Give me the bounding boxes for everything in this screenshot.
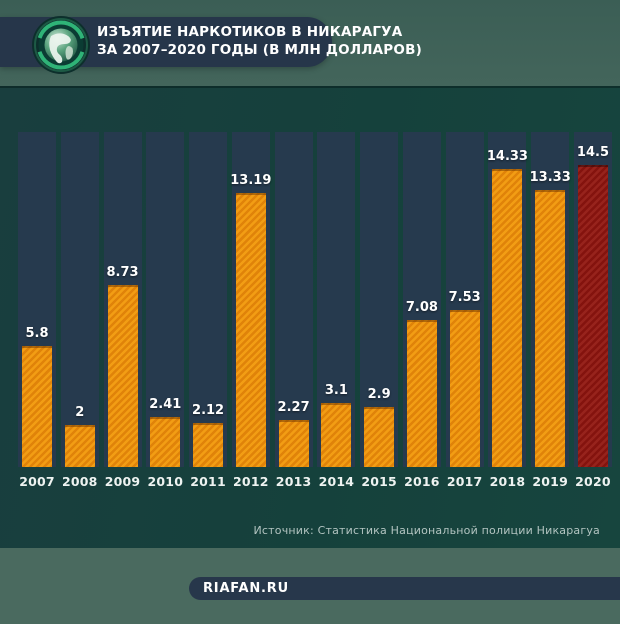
bar-2007 bbox=[22, 346, 52, 467]
x-axis-label: 2014 bbox=[318, 474, 355, 489]
bar-column-2019: 13.33 2019 bbox=[529, 132, 571, 489]
x-axis-label: 2020 bbox=[575, 474, 611, 489]
bar-column-2018: 14.33 2018 bbox=[486, 132, 528, 489]
x-axis-label: 2013 bbox=[275, 474, 312, 489]
bar-value-label: 8.73 bbox=[106, 265, 139, 281]
x-axis-label: 2012 bbox=[233, 474, 269, 489]
bar-value-label: 14.33 bbox=[486, 148, 528, 164]
bar-column-2013: 2.27 2013 bbox=[274, 132, 313, 489]
bar-column-2020: 14.5 2020 bbox=[573, 132, 612, 489]
bar-column-2007: 5.8 2007 bbox=[18, 132, 56, 489]
bar-column-2012: 13.19 2012 bbox=[230, 132, 272, 489]
page-title-line1: ИЗЪЯТИЕ НАРКОТИКОВ В НИКАРАГУА bbox=[97, 24, 403, 40]
bar-column-2009: 8.73 2009 bbox=[103, 132, 142, 489]
bar-value-label: 13.19 bbox=[230, 172, 272, 188]
bar-2010 bbox=[150, 416, 181, 467]
bar-2008 bbox=[64, 425, 95, 467]
bar-2012 bbox=[235, 192, 266, 467]
x-axis-label: 2009 bbox=[104, 474, 141, 489]
bar-track bbox=[146, 132, 185, 467]
bar-track bbox=[60, 132, 99, 467]
globe-icon bbox=[31, 15, 91, 75]
bar-value-label: 3.1 bbox=[324, 382, 348, 398]
bar-value-label: 2.27 bbox=[277, 399, 310, 415]
bar-track bbox=[274, 132, 313, 467]
bar-value-label: 2.41 bbox=[149, 396, 182, 412]
bar-2020 bbox=[577, 165, 608, 467]
bar-value-label: 7.08 bbox=[405, 299, 438, 315]
bar-chart: 5.8 2007 2 2008 8.73 2009 2.41 2010 2.12 2011 13.1… bbox=[18, 132, 612, 489]
bar-2013 bbox=[278, 419, 309, 467]
footer-bar: RIAFAN.RU bbox=[189, 577, 620, 600]
bar-column-2011: 2.12 2011 bbox=[189, 132, 228, 489]
x-axis-label: 2010 bbox=[147, 474, 184, 489]
bar-2009 bbox=[107, 285, 138, 467]
bar-value-label: 14.5 bbox=[576, 145, 609, 161]
x-axis-label: 2018 bbox=[489, 474, 526, 489]
x-axis-label: 2019 bbox=[532, 474, 568, 489]
bar-value-label: 5.8 bbox=[25, 326, 49, 342]
x-axis-label: 2007 bbox=[19, 474, 55, 489]
bar-2015 bbox=[364, 406, 395, 467]
x-axis-label: 2011 bbox=[190, 474, 226, 489]
bar-2019 bbox=[535, 189, 566, 467]
page-title-line2: ЗА 2007–2020 ГОДЫ (В МЛН ДОЛЛАРОВ) bbox=[97, 41, 422, 58]
bar-2014 bbox=[321, 402, 352, 467]
bar-2018 bbox=[492, 168, 523, 467]
x-axis-label: 2016 bbox=[404, 474, 440, 489]
bar-column-2017: 7.53 2017 bbox=[445, 132, 484, 489]
x-axis-label: 2008 bbox=[61, 474, 98, 489]
bar-column-2008: 2 2008 bbox=[60, 132, 99, 489]
bar-2016 bbox=[406, 319, 437, 467]
page-title: ИЗЪЯТИЕ НАРКОТИКОВ В НИКАРАГУА ЗА 2007–2… bbox=[97, 24, 422, 59]
source-note: Источник: Статистика Национальной полици… bbox=[253, 524, 600, 537]
x-axis-label: 2015 bbox=[361, 474, 397, 489]
chart-panel: 5.8 2007 2 2008 8.73 2009 2.41 2010 2.12 2011 13.1… bbox=[0, 86, 620, 548]
bar-value-label: 2.9 bbox=[367, 386, 391, 402]
bar-column-2015: 2.9 2015 bbox=[360, 132, 399, 489]
bar-value-label: 2.12 bbox=[192, 402, 225, 418]
bar-track bbox=[189, 132, 228, 467]
bar-column-2010: 2.41 2010 bbox=[146, 132, 185, 489]
bar-2017 bbox=[449, 310, 480, 467]
bar-column-2016: 7.08 2016 bbox=[402, 132, 441, 489]
footer-site-label: RIAFAN.RU bbox=[203, 581, 289, 596]
bar-2011 bbox=[193, 422, 224, 467]
bar-value-label: 13.33 bbox=[529, 169, 571, 185]
bar-column-2014: 3.1 2014 bbox=[317, 132, 356, 489]
bar-value-label: 7.53 bbox=[448, 290, 481, 306]
bar-value-label: 2 bbox=[75, 405, 85, 421]
x-axis-label: 2017 bbox=[446, 474, 483, 489]
